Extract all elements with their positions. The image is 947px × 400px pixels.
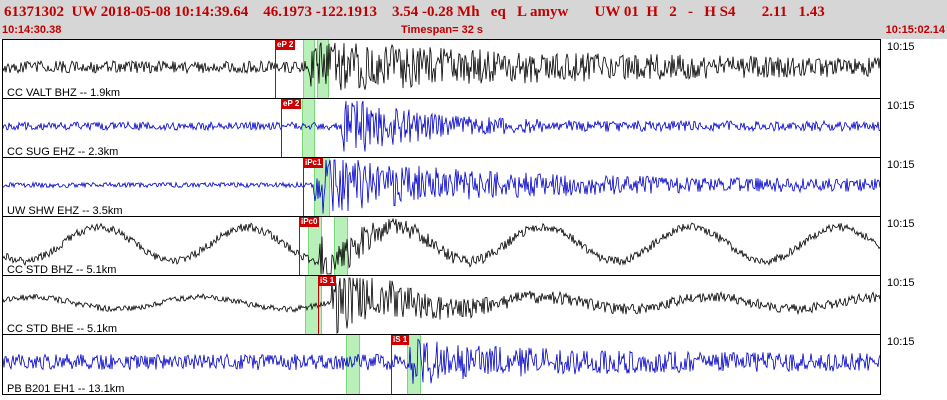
event-header: 61371302 UW 2018-05-08 10:14:39.64 46.19…: [0, 0, 947, 24]
channel-label: CC STD BHZ -- 5.1km: [7, 264, 117, 276]
channel-label: PB B201 EH1 -- 13.1km: [7, 383, 125, 395]
pick-label: iS 1: [393, 335, 408, 344]
trace-row-cc-std-bhz[interactable]: iPc0 10:15 CC STD BHZ -- 5.1km: [3, 217, 915, 276]
waveform-cc-std-bhz: [3, 217, 880, 275]
waveform-cc-std-bhe: [3, 277, 880, 334]
pick-flag[interactable]: iPc1: [303, 158, 324, 168]
time-bar: 10:14:30.38 Timespan= 32 s 10:15:02.14: [0, 24, 947, 39]
channel-label: UW SHW EHZ -- 3.5km: [7, 205, 123, 217]
window-end-time: 10:15:02.14: [885, 24, 945, 36]
row-time-label: 10:15: [887, 159, 915, 171]
channel-label: CC STD BHE -- 5.1km: [7, 323, 118, 335]
pick-line: [281, 99, 282, 157]
pick-line: [318, 276, 319, 334]
pick-flag[interactable]: eP 2: [275, 40, 296, 50]
channel-label: CC SUG EHZ -- 2.3km: [7, 146, 119, 158]
pick-label: eP 2: [277, 40, 294, 49]
window-start-time: 10:14:30.38: [2, 24, 62, 36]
pick-window-bands: [3, 99, 880, 157]
trace-row-cc-std-bhe[interactable]: iS 1 10:15 CC STD BHE -- 5.1km: [3, 276, 915, 335]
pick-line: [391, 335, 392, 394]
pick-label: iPc0: [301, 217, 318, 226]
trace-row-uw-shw-ehz[interactable]: iPc1 10:15 UW SHW EHZ -- 3.5km: [3, 158, 915, 217]
pick-label: iPc1: [305, 158, 322, 167]
row-time-label: 10:15: [887, 336, 915, 348]
row-time-label: 10:15: [887, 41, 915, 53]
waveform-pb-b201-eh1: [3, 338, 880, 384]
waveform-cc-sug-ehz: [3, 100, 880, 152]
pick-flag[interactable]: iS 1: [318, 276, 337, 286]
row-time-label: 10:15: [887, 218, 915, 230]
pick-flag[interactable]: iS 1: [391, 335, 410, 345]
pick-window-band: [302, 99, 315, 157]
pick-line: [303, 158, 304, 216]
row-time-label: 10:15: [887, 277, 915, 289]
trace-row-pb-b201-eh1[interactable]: iS 1 10:15 PB B201 EH1 -- 13.1km: [3, 335, 915, 395]
pick-line: [275, 40, 276, 98]
pick-flag[interactable]: iPc0: [299, 217, 320, 227]
trace-row-cc-valt-bhz[interactable]: eP 2 10:15 CC VALT BHZ -- 1.9km: [3, 40, 915, 99]
trace-row-cc-sug-ehz[interactable]: eP 2 10:15 CC SUG EHZ -- 2.3km: [3, 99, 915, 158]
pick-label: eP 2: [283, 99, 300, 108]
pick-flag[interactable]: eP 2: [281, 99, 302, 109]
channel-label: CC VALT BHZ -- 1.9km: [7, 87, 121, 99]
row-time-label: 10:15: [887, 100, 915, 112]
pick-label: iS 1: [320, 276, 335, 285]
pick-line: [299, 217, 300, 275]
timespan-label: Timespan= 32 s: [400, 24, 484, 36]
trace-panel: eP 2 10:15 CC VALT BHZ -- 1.9km eP 2 10:…: [2, 39, 915, 395]
waveform-uw-shw-ehz: [3, 159, 880, 214]
waveform-cc-valt-bhz: [3, 42, 880, 91]
